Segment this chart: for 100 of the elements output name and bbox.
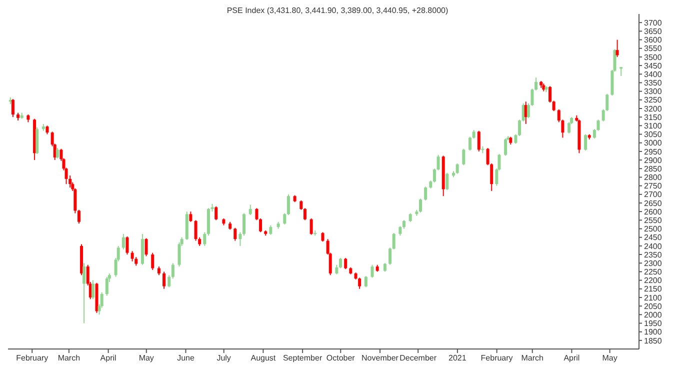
y-tick-label: 2400 [644, 242, 662, 251]
candlestick [130, 250, 134, 262]
y-tick-label: 1950 [644, 319, 662, 328]
y-tick-label: 2750 [644, 182, 662, 191]
candlestick [364, 275, 368, 288]
y-tick-label: 2600 [644, 207, 662, 216]
candlestick [436, 154, 440, 171]
candlestick [162, 271, 166, 290]
candlestick [178, 242, 181, 268]
y-tick-label: 3650 [644, 27, 662, 36]
y-tick-label: 2000 [644, 310, 662, 320]
y-tick-label: 3550 [644, 44, 662, 54]
y-tick-label: 2450 [644, 233, 662, 242]
x-tick-label: August [250, 354, 276, 363]
y-tick-label: 2250 [644, 268, 662, 277]
y-tick-label: 3200 [644, 104, 662, 114]
candlestick [504, 138, 508, 156]
candlestick [392, 232, 396, 250]
x-tick-label: February [480, 354, 513, 363]
candlestick [168, 274, 171, 288]
candlestick [151, 252, 154, 270]
candlestick [242, 212, 246, 236]
y-tick-label: 1900 [644, 328, 662, 337]
x-tick-label: May [602, 354, 618, 363]
candlestick [518, 119, 522, 136]
y-tick-label: 3700 [644, 18, 662, 28]
candlestick [255, 208, 258, 221]
candlestick [477, 130, 480, 152]
candlestick [446, 172, 449, 191]
candlestick [335, 264, 338, 275]
candlestick [269, 224, 272, 236]
y-tick-label: 2950 [644, 147, 662, 156]
y-tick-label: 2550 [644, 216, 662, 225]
candlestick [616, 39, 619, 58]
candlestick [56, 148, 59, 159]
candlestick [344, 257, 348, 270]
y-tick-label: 3450 [644, 61, 662, 70]
candlestick [339, 257, 342, 269]
candlestick [144, 238, 148, 257]
chart-title: PSE Index (3,431.80, 3,441.90, 3,389.00, 3,440.95, +28.8000) [226, 6, 450, 15]
candlestick [514, 134, 518, 144]
candlestick [105, 276, 108, 296]
candlestick [248, 204, 252, 216]
candlestick [234, 227, 237, 242]
x-tick-label: March [521, 354, 544, 363]
candlestick [310, 218, 313, 236]
candlestick [468, 136, 472, 152]
candlestick [419, 198, 422, 213]
x-tick-label: March [58, 354, 80, 363]
y-tick-label: 3400 [644, 70, 662, 79]
y-tick-label: 3150 [644, 112, 662, 122]
y-tick-label: 2150 [644, 284, 662, 294]
candlestick [126, 236, 129, 256]
y-tick-label: 2100 [644, 293, 662, 302]
candlestick [534, 77, 538, 91]
candlestick [552, 100, 556, 112]
y-tick-label: 3250 [644, 96, 662, 105]
candlestick [456, 162, 459, 174]
y-tick-label: 3300 [644, 87, 662, 96]
x-tick-label: July [216, 354, 231, 363]
candlestick [321, 232, 324, 242]
x-tick-label: 2021 [448, 354, 467, 363]
candlestick [203, 232, 206, 246]
y-tick-label: 2050 [644, 302, 662, 311]
y-tick-label: 3100 [644, 122, 662, 131]
y-tick-label: 3350 [644, 78, 662, 88]
candlestick [548, 86, 552, 103]
candlestick [303, 208, 306, 221]
candlestick [11, 98, 14, 118]
candlestick [358, 277, 362, 290]
candlestick [189, 211, 192, 222]
candlestick [370, 264, 374, 278]
candlestick [82, 262, 86, 324]
x-tick-label: April [564, 354, 580, 363]
candlestick [388, 247, 392, 266]
y-tick-label: 2900 [644, 156, 662, 165]
x-tick-label: October [326, 354, 356, 363]
y-tick-label: 2650 [644, 198, 662, 208]
candlestick [432, 168, 436, 183]
y-tick-label: 3600 [644, 36, 662, 45]
y-tick-label: 3000 [644, 138, 662, 148]
candlestick [171, 262, 174, 280]
candlestick [238, 232, 242, 246]
x-tick-label: December [400, 354, 437, 363]
x-tick-label: May [138, 354, 154, 363]
x-tick-label: November [362, 354, 399, 363]
candlestick [584, 134, 588, 152]
candlestick [91, 280, 94, 300]
x-tick-label: February [16, 354, 48, 363]
candlestick [77, 209, 80, 224]
y-tick-label: 3050 [644, 130, 662, 140]
candlestick [214, 206, 218, 221]
y-tick-label: 2200 [644, 276, 662, 286]
candlestick [462, 148, 466, 166]
y-tick-label: 2300 [644, 258, 662, 268]
candlestick [424, 186, 428, 201]
candlestick [398, 226, 402, 236]
candlestick [300, 200, 303, 210]
candlestick [283, 212, 286, 225]
x-tick-label: April [100, 354, 117, 363]
